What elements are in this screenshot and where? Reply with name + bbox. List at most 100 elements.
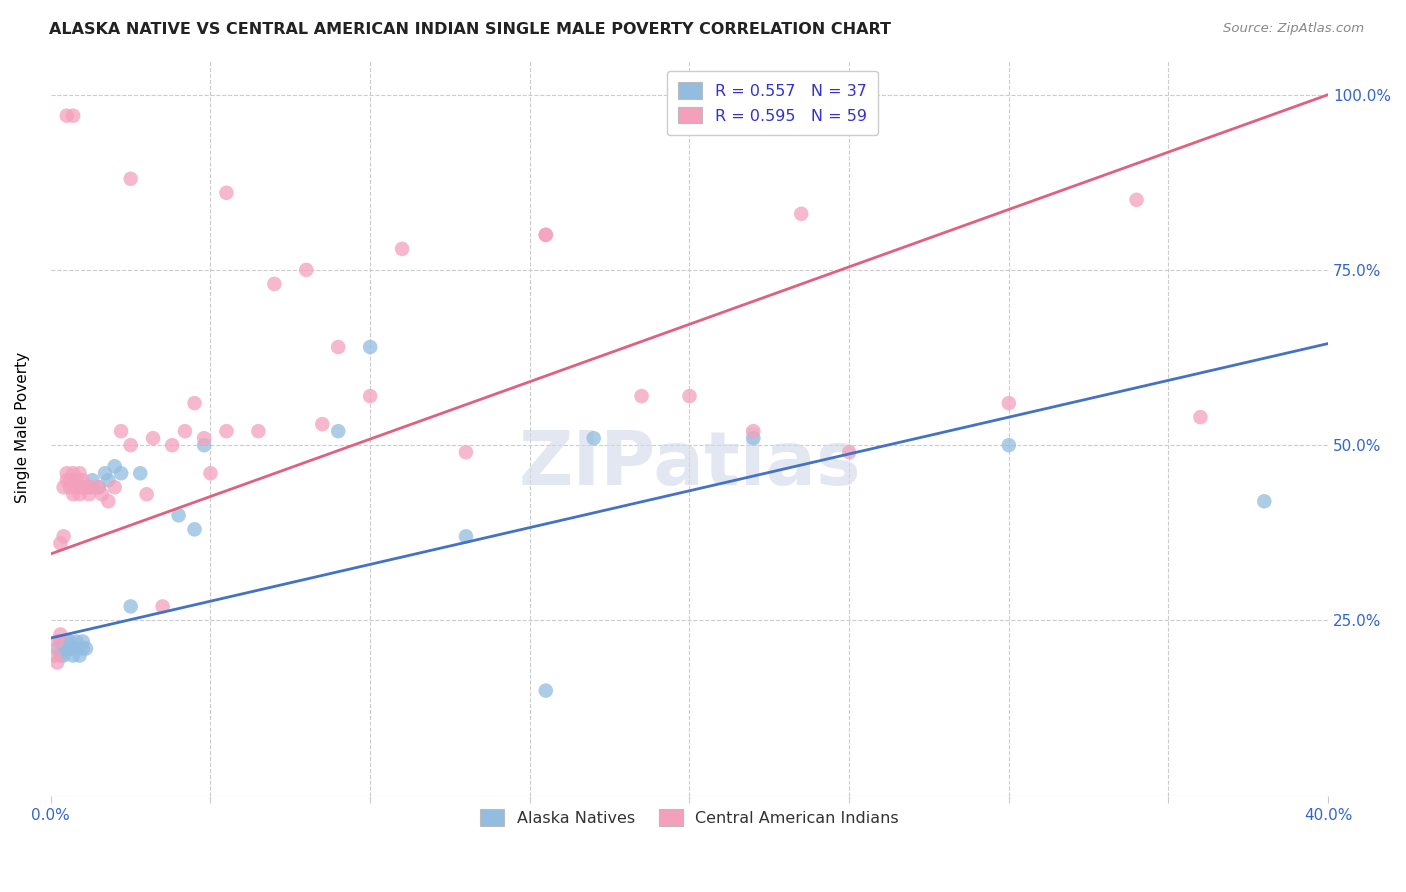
Point bbox=[120, 171, 142, 186]
Point bbox=[167, 508, 190, 523]
Point bbox=[65, 641, 87, 656]
Point bbox=[183, 396, 205, 410]
Point bbox=[75, 480, 97, 494]
Point bbox=[62, 641, 84, 656]
Point bbox=[52, 648, 75, 663]
Point bbox=[998, 438, 1021, 452]
Point bbox=[56, 634, 79, 648]
Point bbox=[97, 494, 120, 508]
Point bbox=[110, 467, 132, 481]
Point bbox=[183, 522, 205, 536]
Point bbox=[49, 634, 72, 648]
Point bbox=[1125, 193, 1147, 207]
Point bbox=[838, 445, 860, 459]
Point bbox=[62, 648, 84, 663]
Point bbox=[59, 473, 82, 487]
Point bbox=[152, 599, 174, 614]
Point bbox=[65, 634, 87, 648]
Y-axis label: Single Male Poverty: Single Male Poverty bbox=[15, 352, 30, 503]
Point bbox=[1189, 410, 1212, 425]
Point bbox=[120, 599, 142, 614]
Point bbox=[82, 480, 104, 494]
Point bbox=[328, 340, 350, 354]
Point bbox=[69, 487, 91, 501]
Point bbox=[82, 473, 104, 487]
Point bbox=[160, 438, 183, 452]
Point bbox=[62, 109, 84, 123]
Point bbox=[200, 467, 222, 481]
Point bbox=[90, 487, 112, 501]
Point bbox=[998, 396, 1021, 410]
Point bbox=[72, 641, 94, 656]
Point bbox=[72, 473, 94, 487]
Point bbox=[534, 227, 557, 242]
Point bbox=[311, 417, 333, 432]
Point bbox=[56, 109, 79, 123]
Point bbox=[359, 389, 381, 403]
Point bbox=[49, 536, 72, 550]
Point bbox=[77, 487, 100, 501]
Point bbox=[1253, 494, 1275, 508]
Point bbox=[454, 445, 477, 459]
Point bbox=[52, 480, 75, 494]
Text: Source: ZipAtlas.com: Source: ZipAtlas.com bbox=[1223, 22, 1364, 36]
Point bbox=[56, 467, 79, 481]
Point bbox=[120, 438, 142, 452]
Point bbox=[46, 656, 69, 670]
Point bbox=[56, 473, 79, 487]
Point bbox=[142, 431, 165, 445]
Legend: Alaska Natives, Central American Indians: Alaska Natives, Central American Indians bbox=[471, 800, 908, 836]
Point bbox=[52, 641, 75, 656]
Point bbox=[104, 459, 127, 474]
Point bbox=[56, 641, 79, 656]
Point bbox=[295, 263, 318, 277]
Point bbox=[59, 480, 82, 494]
Point bbox=[582, 431, 605, 445]
Point bbox=[790, 207, 813, 221]
Point bbox=[69, 648, 91, 663]
Point bbox=[215, 186, 238, 200]
Point bbox=[630, 389, 652, 403]
Point bbox=[65, 480, 87, 494]
Point bbox=[72, 480, 94, 494]
Point bbox=[49, 627, 72, 641]
Text: ZIPatlas: ZIPatlas bbox=[519, 428, 860, 501]
Point bbox=[59, 634, 82, 648]
Point bbox=[62, 467, 84, 481]
Point bbox=[62, 487, 84, 501]
Point bbox=[129, 467, 152, 481]
Point bbox=[328, 424, 350, 438]
Point bbox=[52, 529, 75, 543]
Point bbox=[742, 431, 765, 445]
Point bbox=[193, 438, 215, 452]
Point bbox=[742, 424, 765, 438]
Point bbox=[59, 641, 82, 656]
Point bbox=[678, 389, 700, 403]
Point bbox=[49, 648, 72, 663]
Point bbox=[193, 431, 215, 445]
Point bbox=[174, 424, 197, 438]
Point bbox=[247, 424, 270, 438]
Point bbox=[46, 641, 69, 656]
Point bbox=[94, 467, 117, 481]
Point bbox=[87, 480, 110, 494]
Point bbox=[42, 648, 65, 663]
Point bbox=[104, 480, 127, 494]
Point bbox=[97, 473, 120, 487]
Point bbox=[454, 529, 477, 543]
Point bbox=[534, 683, 557, 698]
Point bbox=[391, 242, 413, 256]
Point bbox=[135, 487, 157, 501]
Point bbox=[72, 634, 94, 648]
Point bbox=[75, 641, 97, 656]
Text: ALASKA NATIVE VS CENTRAL AMERICAN INDIAN SINGLE MALE POVERTY CORRELATION CHART: ALASKA NATIVE VS CENTRAL AMERICAN INDIAN… bbox=[49, 22, 891, 37]
Point bbox=[46, 634, 69, 648]
Point bbox=[359, 340, 381, 354]
Point bbox=[263, 277, 285, 291]
Point bbox=[87, 480, 110, 494]
Point bbox=[69, 467, 91, 481]
Point bbox=[110, 424, 132, 438]
Point bbox=[534, 227, 557, 242]
Point bbox=[65, 473, 87, 487]
Point bbox=[77, 480, 100, 494]
